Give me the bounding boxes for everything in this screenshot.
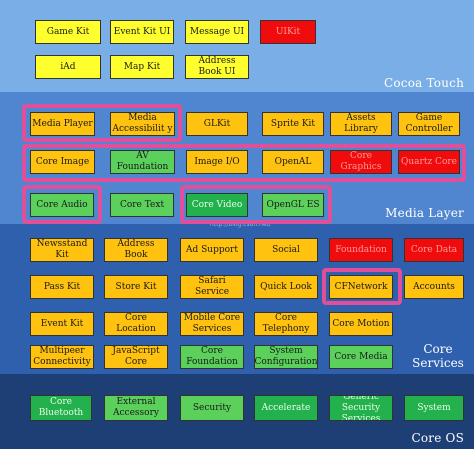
framework-core-motion: Core Motion xyxy=(329,312,393,336)
framework-core-image: Core Image xyxy=(30,150,95,174)
framework-core-location: Core Location xyxy=(104,312,168,336)
framework-core-bluetooth: Core Bluetooth xyxy=(30,395,92,421)
framework-safari-service: Safari Service xyxy=(180,275,244,299)
framework-core-telephony: Core Telephony xyxy=(254,312,318,336)
framework-newsstand-kit: Newsstand Kit xyxy=(30,238,94,262)
media-layer-title: Media Layer xyxy=(385,206,464,220)
framework-game-controller: Game Controller xyxy=(398,112,460,136)
framework-core-foundation: Core Foundation xyxy=(180,345,244,369)
framework-core-media: Core Media xyxy=(329,345,393,369)
core-services-title-visible: Core Services xyxy=(412,342,464,370)
watermark-text: http://blog.csdn.net/ xyxy=(210,221,272,228)
framework-social: Social xyxy=(254,238,318,262)
framework-assets-library: Assets Library xyxy=(330,112,392,136)
framework-image-io: Image I/O xyxy=(186,150,248,174)
framework-multipeer-connectivity: Multipeer Connectivity xyxy=(30,345,94,369)
framework-accelerate: Accelerate xyxy=(254,395,318,421)
framework-accounts: Accounts xyxy=(404,275,464,299)
framework-core-data: Core Data xyxy=(404,238,464,262)
framework-store-kit: Store Kit xyxy=(104,275,168,299)
framework-opengl-es: OpenGL ES xyxy=(262,193,324,217)
framework-external-accessory: External Accessory xyxy=(104,395,168,421)
framework-media-player: Media Player xyxy=(30,112,95,136)
framework-game-kit: Game Kit xyxy=(35,20,101,44)
framework-core-audio: Core Audio xyxy=(30,193,94,217)
framework-mobile-core-services: Mobile Core Services xyxy=(180,312,244,336)
framework-core-text: Core Text xyxy=(110,193,174,217)
framework-address-book-ui: Address Book UI xyxy=(185,55,249,79)
framework-system: System xyxy=(404,395,464,421)
framework-glkit: GLKit xyxy=(186,112,248,136)
framework-openal: OpenAL xyxy=(262,150,324,174)
core-services-label: Core Services xyxy=(410,342,466,370)
framework-iad: iAd xyxy=(35,55,101,79)
framework-av-foundation: AV Foundation xyxy=(110,150,175,174)
framework-quick-look: Quick Look xyxy=(254,275,318,299)
framework-media-accessibility: Media Accessibilit y xyxy=(110,112,175,136)
framework-sprite-kit: Sprite Kit xyxy=(262,112,324,136)
framework-core-video: Core Video xyxy=(186,193,248,217)
framework-system-configuration: System Configuration xyxy=(254,345,318,369)
framework-uikit: UIKit xyxy=(260,20,316,44)
framework-generic-security-services: Generic Security Services xyxy=(329,395,393,421)
core-os-title: Core OS xyxy=(411,431,464,445)
framework-pass-kit: Pass Kit xyxy=(30,275,94,299)
framework-core-graphics: Core Graphics xyxy=(330,150,392,174)
framework-javascript-core: JavaScript Core xyxy=(104,345,168,369)
framework-event-kit: Event Kit xyxy=(30,312,94,336)
framework-quartz-core: Quartz Core xyxy=(398,150,460,174)
framework-cfnetwork: CFNetwork xyxy=(329,275,393,299)
framework-map-kit: Map Kit xyxy=(110,55,174,79)
framework-ad-support: Ad Support xyxy=(180,238,244,262)
framework-foundation: Foundation xyxy=(329,238,393,262)
framework-event-kit-ui: Event Kit UI xyxy=(110,20,174,44)
framework-security: Security xyxy=(180,395,244,421)
framework-message-ui: Message UI xyxy=(185,20,249,44)
cocoa-touch-title: Cocoa Touch xyxy=(384,76,464,90)
framework-address-book: Address Book xyxy=(104,238,168,262)
